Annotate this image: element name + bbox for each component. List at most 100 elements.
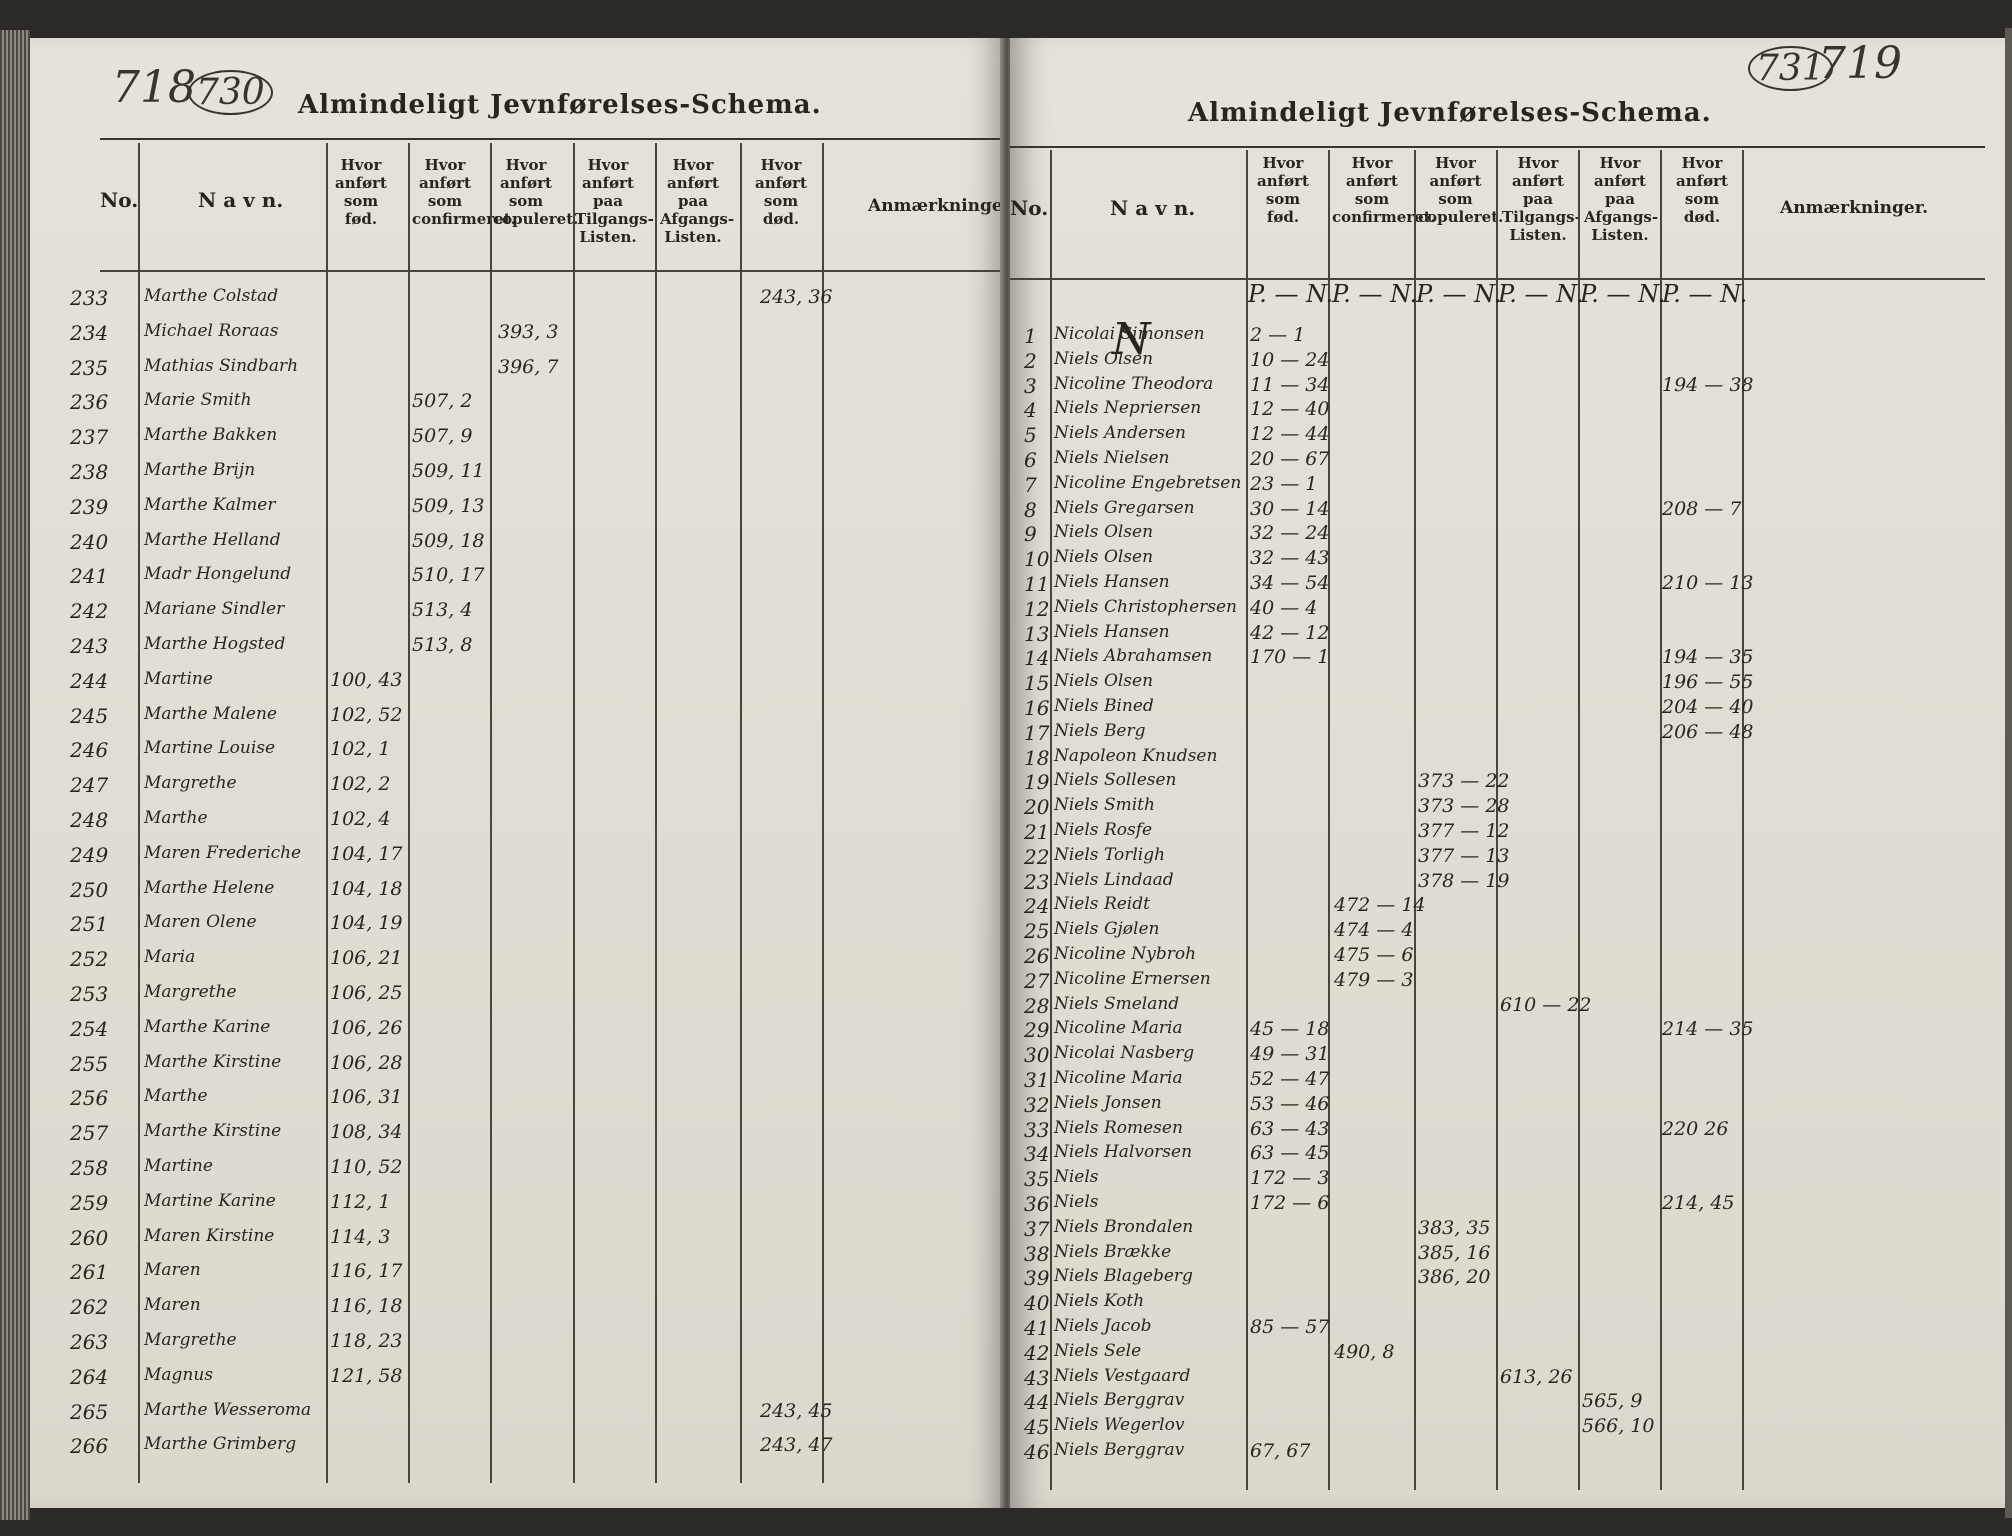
right-row-name: Napoleon Knudsen [1054, 745, 1218, 766]
right-row-name: Niels Berggrav [1054, 1390, 1185, 1411]
right-row-number: 37 [1024, 1216, 1050, 1241]
right-header-anm: Anmærkninger. [1780, 198, 1929, 218]
left-register-row: 236 Marie Smith 507, 2 [30, 390, 1005, 416]
right-register-row: 10 Niels Olsen 32 — 43 [1010, 547, 2005, 573]
left-row-fod: 106, 25 [330, 982, 403, 1004]
left-row-fod: 106, 28 [330, 1051, 403, 1074]
right-row-fod: 12 — 44 [1250, 423, 1330, 446]
left-row-number: 248 [70, 808, 109, 832]
left-register-row: 233 Marthe Colstad 243, 36 [30, 286, 1005, 312]
left-col-line [138, 143, 140, 1483]
right-row-name: Niels Sollesen [1054, 770, 1177, 791]
left-register-row: 258 Martine 110, 52 [30, 1156, 1005, 1182]
left-row-confirmeret: 509, 18 [412, 529, 485, 552]
right-register-row: 46 Niels Berggrav 67, 67 [1010, 1440, 2005, 1466]
left-row-number: 262 [70, 1295, 109, 1320]
right-register-row: 27 Nicoline Ernersen 479 — 3 [1010, 969, 2005, 995]
left-row-confirmeret: 513, 8 [412, 634, 473, 656]
left-row-fod: 116, 17 [330, 1260, 403, 1283]
left-row-fod: 118, 23 [330, 1330, 403, 1352]
right-row-number: 10 [1024, 547, 1050, 572]
right-row-name: Nicoline Maria [1054, 1068, 1183, 1088]
left-row-name: Marthe Kalmer [144, 494, 276, 515]
left-row-number: 255 [70, 1051, 109, 1076]
left-col-line [573, 143, 575, 1483]
right-row-name: Niels Bined [1054, 696, 1154, 716]
left-row-number: 261 [70, 1260, 109, 1285]
left-row-name: Marthe Kirstine [144, 1121, 282, 1142]
left-register-row: 245 Marthe Malene 102, 52 [30, 704, 1005, 730]
right-row-name: Niels Wegerlov [1054, 1415, 1185, 1436]
right-register-row: 16 Niels Bined 204 — 40 [1010, 696, 2005, 722]
left-row-name: Marthe Helene [144, 877, 275, 898]
left-row-number: 235 [70, 355, 109, 380]
left-row-fod: 121, 58 [330, 1364, 403, 1387]
right-register-row: 5 Niels Andersen 12 — 44 [1010, 423, 2005, 449]
right-col-line [1414, 150, 1416, 1490]
right-row-fod: 20 — 67 [1250, 448, 1330, 470]
right-row-number: 41 [1024, 1316, 1050, 1340]
left-row-number: 266 [70, 1434, 109, 1459]
right-row-number: 34 [1024, 1142, 1050, 1167]
right-row-number: 45 [1024, 1415, 1050, 1440]
left-row-name: Marthe Karine [144, 1016, 271, 1037]
right-row-fod: 85 — 57 [1250, 1316, 1330, 1338]
right-register-row: 40 Niels Koth [1010, 1291, 2005, 1317]
right-row-number: 39 [1024, 1266, 1050, 1291]
right-col-line [1660, 150, 1662, 1490]
right-row-number: 29 [1024, 1018, 1050, 1043]
left-row-fod: 102, 2 [330, 773, 391, 796]
left-row-number: 251 [70, 912, 109, 937]
left-row-name: Marthe Bakken [144, 425, 278, 446]
right-row-name: Niels Olsen [1054, 348, 1154, 369]
left-row-name: Martine Louise [144, 738, 276, 759]
right-register-row: 35 Niels 172 — 3 [1010, 1167, 2005, 1193]
right-row-fod: 172 — 3 [1250, 1167, 1330, 1190]
left-row-fod: 106, 26 [330, 1016, 403, 1039]
left-row-name: Magnus [144, 1364, 214, 1385]
left-row-fod: 114, 3 [330, 1225, 391, 1248]
right-row-number: 24 [1024, 894, 1050, 919]
right-row-fod: 53 — 46 [1250, 1092, 1330, 1115]
right-register-row: 31 Nicoline Maria 52 — 47 [1010, 1068, 2005, 1094]
right-register-row: 29 Nicoline Maria 45 — 18 214 — 35 [1010, 1018, 2005, 1044]
right-register-row: 1 Nicolai Simonsen 2 — 1 [1010, 324, 2005, 350]
right-col-line [1246, 150, 1248, 1490]
left-header-anm: Anmærkninger. [868, 196, 1005, 216]
right-register-row: 22 Niels Torligh 377 — 13 [1010, 845, 2005, 871]
right-row-dod: 210 — 13 [1662, 572, 1754, 594]
right-row-confirmeret: 479 — 3 [1334, 968, 1414, 991]
right-row-name: Niels Olsen [1054, 547, 1154, 568]
book-page-edges-right [2005, 28, 2012, 1518]
right-row-name: Nicoline Theodora [1054, 373, 1214, 394]
right-row-fod: 11 — 34 [1250, 373, 1330, 396]
right-row-fod: 45 — 18 [1250, 1018, 1330, 1041]
left-register-row: 248 Marthe 102, 4 [30, 808, 1005, 834]
left-row-number: 263 [70, 1330, 109, 1354]
left-row-name: Marthe Wesseroma [144, 1399, 312, 1420]
right-register-row: 24 Niels Reidt 472 — 14 [1010, 894, 2005, 920]
right-row-fod: 40 — 4 [1250, 596, 1318, 619]
right-row-name: Niels Brække [1054, 1241, 1172, 1262]
right-register-row: 17 Niels Berg 206 — 48 [1010, 721, 2005, 747]
left-register-row: 261 Maren 116, 17 [30, 1260, 1005, 1286]
right-row-number: 31 [1024, 1068, 1050, 1092]
right-row-tilgang: 610 — 22 [1500, 993, 1592, 1016]
right-row-name: Niels Christophersen [1054, 596, 1237, 617]
right-row-name: Niels Torligh [1054, 844, 1166, 865]
left-register-row: 256 Marthe 106, 31 [30, 1086, 1005, 1112]
left-row-confirmeret: 513, 4 [412, 599, 473, 622]
left-header-afgang: Hvor anført paa Afgangs-Listen. [660, 156, 735, 246]
right-register-row: 43 Niels Vestgaard 613, 26 [1010, 1366, 2005, 1392]
right-row-number: 13 [1024, 621, 1050, 646]
left-row-confirmeret: 509, 11 [412, 460, 485, 482]
left-row-fod: 102, 52 [330, 703, 403, 726]
right-row-number: 21 [1024, 820, 1050, 844]
right-row-number: 27 [1024, 968, 1050, 993]
right-register-row: 21 Niels Rosfe 377 — 12 [1010, 820, 2005, 846]
left-register-row: 239 Marthe Kalmer 509, 13 [30, 495, 1005, 521]
left-row-number: 247 [70, 773, 109, 798]
right-row-name: Niels Vestgaard [1054, 1365, 1191, 1386]
left-register-row: 260 Maren Kirstine 114, 3 [30, 1226, 1005, 1252]
left-header-fod: Hvor anført som fød. [335, 156, 387, 228]
